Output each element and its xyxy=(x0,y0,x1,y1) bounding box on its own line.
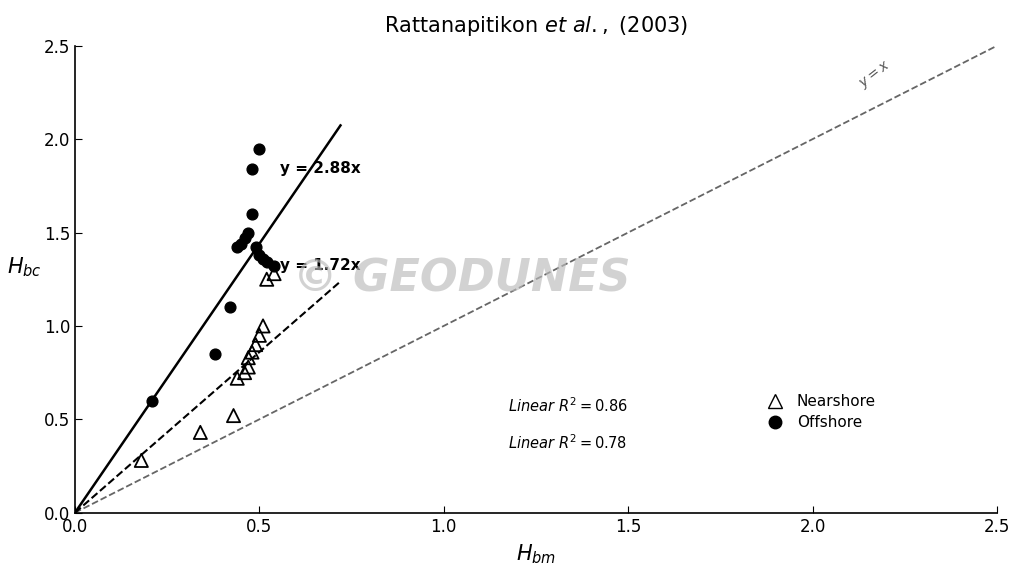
Point xyxy=(255,321,271,331)
Point xyxy=(225,411,242,420)
Text: $\mathit{Linear\ R^2 = 0.86}$: $\mathit{Linear\ R^2 = 0.86}$ xyxy=(508,396,628,415)
Point xyxy=(251,144,267,153)
Point xyxy=(144,396,161,405)
Point xyxy=(244,347,260,357)
Text: y = 2.88x: y = 2.88x xyxy=(280,161,360,176)
Point xyxy=(248,340,264,349)
Point xyxy=(237,368,253,377)
Y-axis label: $H_{bc}$: $H_{bc}$ xyxy=(7,256,42,279)
Point xyxy=(248,243,264,252)
Point xyxy=(258,274,274,284)
Text: © GEODUNES: © GEODUNES xyxy=(294,258,631,301)
Title: Rattanapitikon $\mathit{et\ al.,}$ (2003): Rattanapitikon $\mathit{et\ al.,}$ (2003… xyxy=(384,14,688,38)
Text: y = 1.72x: y = 1.72x xyxy=(280,258,360,273)
Point xyxy=(232,239,249,248)
Point xyxy=(229,243,246,252)
Point xyxy=(240,353,256,362)
Text: $\mathbf{\mathit{Linear\ R^2 = 0.78}}$: $\mathbf{\mathit{Linear\ R^2 = 0.78}}$ xyxy=(508,433,627,452)
X-axis label: $H_{bm}$: $H_{bm}$ xyxy=(516,542,556,566)
Legend: Nearshore, Offshore: Nearshore, Offshore xyxy=(756,390,881,435)
Point xyxy=(193,428,209,437)
Point xyxy=(229,374,246,383)
Point xyxy=(266,269,283,278)
Point xyxy=(207,349,223,358)
Point xyxy=(237,234,253,243)
Point xyxy=(221,303,238,312)
Point xyxy=(240,362,256,372)
Point xyxy=(266,262,283,271)
Point xyxy=(258,258,274,267)
Point xyxy=(251,251,267,260)
Text: $y=x$: $y=x$ xyxy=(857,58,894,92)
Point xyxy=(244,164,260,173)
Point xyxy=(255,254,271,263)
Point xyxy=(251,331,267,340)
Point xyxy=(133,456,150,465)
Point xyxy=(240,228,256,237)
Point xyxy=(244,209,260,219)
